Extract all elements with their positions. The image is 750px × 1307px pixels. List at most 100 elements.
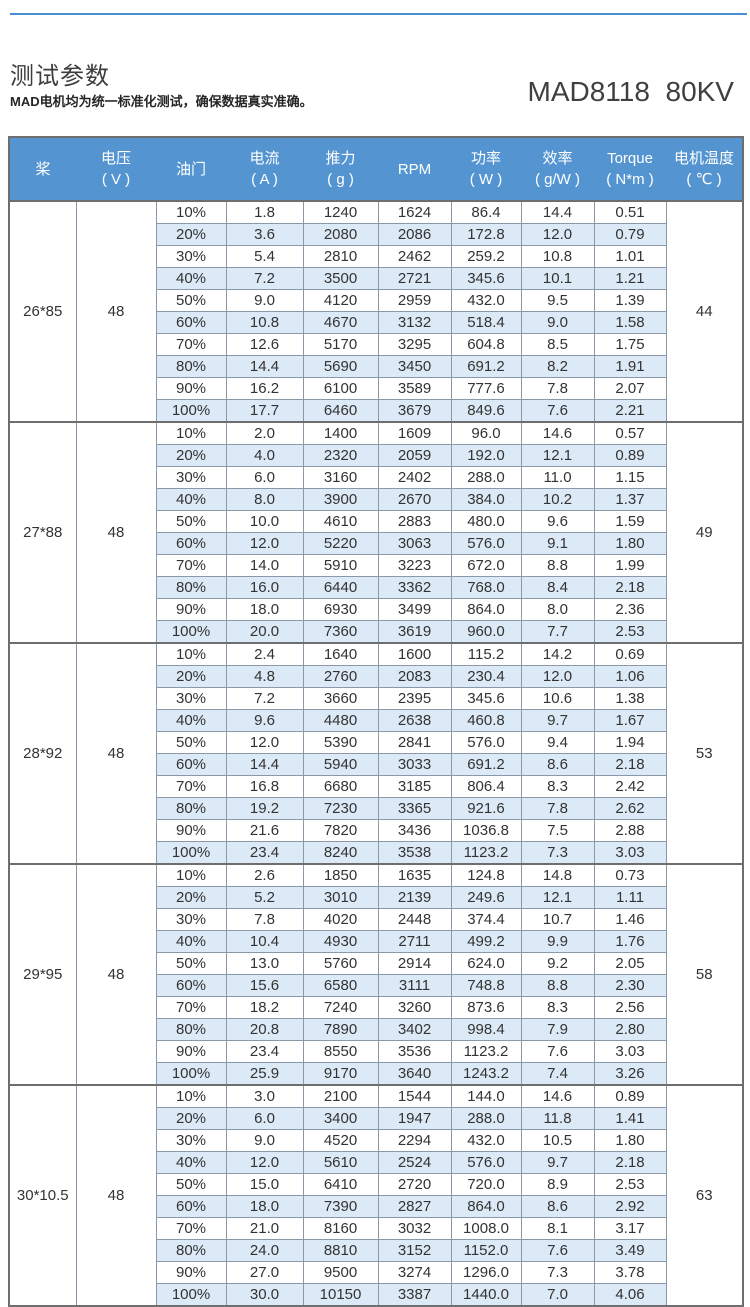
rpm-cell: 3223 — [377, 554, 452, 577]
power-cell: 345.6 — [450, 687, 522, 710]
current-cell: 9.0 — [225, 289, 304, 312]
torque-cell: 1.75 — [593, 333, 667, 356]
throttle-cell: 60% — [155, 753, 227, 776]
current-cell: 13.0 — [225, 952, 304, 975]
efficiency-cell: 8.3 — [520, 996, 595, 1019]
column-header: 推力( g ) — [303, 137, 378, 201]
efficiency-cell: 11.8 — [520, 1107, 595, 1130]
torque-cell: 2.62 — [593, 797, 667, 820]
power-cell: 172.8 — [450, 223, 522, 246]
thrust-cell: 7820 — [302, 819, 379, 842]
rpm-cell: 2638 — [377, 709, 452, 732]
table-row: 40% 7.2 3500 2721 345.6 10.1 1.21 — [9, 267, 743, 290]
efficiency-cell: 14.4 — [520, 200, 595, 224]
current-cell: 6.0 — [225, 466, 304, 489]
efficiency-cell: 8.3 — [520, 775, 595, 798]
thrust-cell: 5760 — [302, 952, 379, 975]
efficiency-cell: 7.0 — [520, 1283, 595, 1307]
rpm-cell: 3362 — [377, 576, 452, 599]
throttle-cell: 40% — [155, 267, 227, 290]
power-cell: 288.0 — [450, 466, 522, 489]
table-header: 桨电压( V ) 油门 电流( A ) 推力( g ) RPM 功率( W ) 效率( g/… — [9, 137, 743, 201]
rpm-cell: 3260 — [377, 996, 452, 1019]
table-row: 60% 10.8 4670 3132 518.4 9.0 1.58 — [9, 311, 743, 334]
thrust-cell: 5220 — [302, 532, 379, 555]
efficiency-cell: 7.8 — [520, 797, 595, 820]
torque-cell: 2.42 — [593, 775, 667, 798]
torque-cell: 1.39 — [593, 289, 667, 312]
throttle-cell: 100% — [155, 841, 227, 865]
throttle-cell: 10% — [155, 642, 227, 666]
throttle-cell: 10% — [155, 200, 227, 224]
motor-temp-cell: 58 — [665, 863, 744, 1086]
torque-cell: 3.26 — [593, 1062, 667, 1086]
current-cell: 19.2 — [225, 797, 304, 820]
current-cell: 9.6 — [225, 709, 304, 732]
torque-cell: 1.38 — [593, 687, 667, 710]
thrust-cell: 3500 — [302, 267, 379, 290]
throttle-cell: 100% — [155, 1062, 227, 1086]
rpm-cell: 1544 — [377, 1084, 452, 1108]
efficiency-cell: 7.4 — [520, 1062, 595, 1086]
torque-cell: 2.80 — [593, 1018, 667, 1041]
page-title: 测试参数 — [10, 63, 110, 90]
current-cell: 5.2 — [225, 886, 304, 909]
propeller-cell: 28*92 — [8, 642, 77, 865]
current-cell: 12.0 — [225, 1151, 304, 1174]
efficiency-cell: 8.9 — [520, 1173, 595, 1196]
table-row: 90% 23.4 8550 3536 1123.2 7.6 3.03 — [9, 1040, 743, 1063]
spec-table: 桨电压( V ) 油门 电流( A ) 推力( g ) RPM 功率( W ) 效率( g/… — [8, 136, 744, 1307]
torque-cell: 1.80 — [593, 532, 667, 555]
voltage-cell: 48 — [75, 642, 157, 865]
rpm-cell: 3436 — [377, 819, 452, 842]
current-cell: 20.8 — [225, 1018, 304, 1041]
column-header: 电机温度( ℃ ) — [666, 137, 743, 201]
torque-cell: 2.56 — [593, 996, 667, 1019]
throttle-cell: 30% — [155, 687, 227, 710]
torque-cell: 1.01 — [593, 245, 667, 268]
current-cell: 4.8 — [225, 665, 304, 688]
torque-cell: 2.05 — [593, 952, 667, 975]
rpm-cell: 3365 — [377, 797, 452, 820]
efficiency-cell: 8.2 — [520, 355, 595, 378]
thrust-cell: 8550 — [302, 1040, 379, 1063]
efficiency-cell: 14.6 — [520, 1084, 595, 1108]
efficiency-cell: 8.8 — [520, 974, 595, 997]
rpm-cell: 3152 — [377, 1239, 452, 1262]
thrust-cell: 4120 — [302, 289, 379, 312]
throttle-cell: 70% — [155, 333, 227, 356]
rpm-cell: 2448 — [377, 908, 452, 931]
table-row: 29*95 48 10% 2.6 1850 1635 124.8 14.8 0.73 58 — [8, 863, 744, 1086]
current-cell: 17.7 — [225, 399, 304, 423]
throttle-cell: 10% — [155, 421, 227, 445]
current-cell: 18.0 — [225, 598, 304, 621]
efficiency-cell: 7.6 — [520, 399, 595, 423]
thrust-cell: 7390 — [302, 1195, 379, 1218]
torque-cell: 1.41 — [593, 1107, 667, 1130]
current-cell: 16.0 — [225, 576, 304, 599]
thrust-cell: 6680 — [302, 775, 379, 798]
throttle-cell: 60% — [155, 1195, 227, 1218]
efficiency-cell: 8.6 — [520, 753, 595, 776]
thrust-cell: 1850 — [302, 863, 379, 887]
throttle-cell: 10% — [155, 1084, 227, 1108]
thrust-cell: 2100 — [302, 1084, 379, 1108]
torque-cell: 0.89 — [593, 444, 667, 467]
throttle-cell: 40% — [155, 930, 227, 953]
thrust-cell: 7240 — [302, 996, 379, 1019]
current-cell: 16.2 — [225, 377, 304, 400]
rpm-cell: 3589 — [377, 377, 452, 400]
current-cell: 16.8 — [225, 775, 304, 798]
power-cell: 864.0 — [450, 1195, 522, 1218]
current-cell: 25.9 — [225, 1062, 304, 1086]
current-cell: 15.0 — [225, 1173, 304, 1196]
rpm-cell: 3538 — [377, 841, 452, 865]
power-cell: 384.0 — [450, 488, 522, 511]
rpm-cell: 2395 — [377, 687, 452, 710]
efficiency-cell: 10.8 — [520, 245, 595, 268]
throttle-cell: 90% — [155, 1040, 227, 1063]
thrust-cell: 9170 — [302, 1062, 379, 1086]
rpm-cell: 3032 — [377, 1217, 452, 1240]
efficiency-cell: 10.7 — [520, 908, 595, 931]
throttle-cell: 80% — [155, 1239, 227, 1262]
